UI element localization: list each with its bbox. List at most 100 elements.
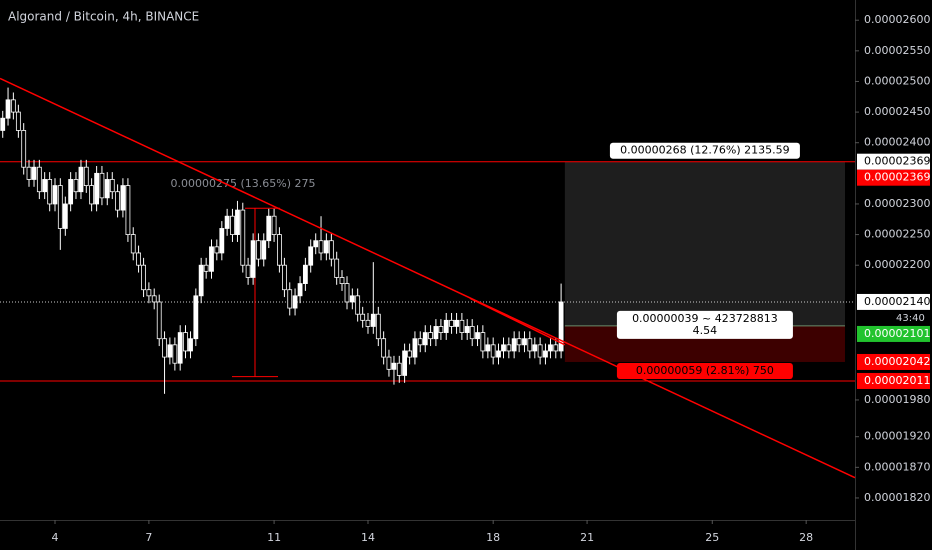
candle-body [475,332,480,340]
y-tick-label: 0.00002200 [864,258,930,271]
candle-body [454,319,459,327]
candle-body [349,295,355,303]
candle-body [136,252,141,266]
candle-body [57,185,63,229]
price-marker [857,153,930,170]
candle-body [266,215,272,242]
x-tick-label: 21 [580,531,594,544]
candle-body [156,301,162,340]
candle-body [42,179,48,193]
candle-body [146,289,152,297]
candle-body [130,234,136,254]
candle-body [360,313,366,321]
candle-body [203,264,209,272]
candle-body [209,246,214,272]
candle-body [339,277,345,284]
candle-body [381,338,387,358]
candle-body [501,344,506,352]
candle-body [365,319,371,327]
candle-body [188,338,193,352]
candle-body [115,191,120,211]
candle-body [537,344,543,358]
candle-body [370,313,376,327]
candle-body [558,301,564,352]
candle-body [511,338,517,352]
candle-body [109,179,115,193]
price-marker-label: 0.00002011 [864,374,930,387]
candle-body [297,283,303,297]
y-tick-label: 0.00002450 [864,105,930,118]
x-tick-label: 4 [51,531,58,544]
candle-body [104,179,110,199]
candle-body [548,344,553,352]
candle-body [532,344,538,352]
candle-body [334,258,340,278]
candle-body [5,99,11,119]
candle-body [235,209,240,235]
candle-body [287,289,293,309]
candle-body [0,117,6,131]
price-marker-label: 0.00002140 [864,295,930,308]
candle-body [375,313,381,340]
candle-body [78,166,84,193]
candle-body [15,111,21,131]
candle-body [271,215,277,235]
candle-body [47,179,53,205]
candle-body [162,338,167,358]
candle-body [83,166,89,186]
stop-label: 0.00000059 (2.81%) 750 [636,364,774,377]
price-marker [857,169,930,186]
y-tick-label: 0.00002550 [864,44,930,57]
candle-body [62,203,68,229]
y-tick-label: 0.00002500 [864,74,930,87]
price-marker [857,293,930,310]
x-tick-label: 28 [799,531,813,544]
candle-body [89,185,95,205]
candle-body [323,240,329,254]
price-marker-label: 0.00002101 [864,327,930,340]
candle-body [52,185,58,205]
candle-body [355,295,361,315]
candle-body [172,344,178,364]
candle-body [308,246,314,266]
candle-body [428,332,433,340]
candle-body [344,283,350,303]
candle-body [99,172,105,199]
candle-body [302,264,308,284]
x-tick-label: 7 [145,531,152,544]
plot: 0.00002600 0.00002550 0.00002500 0.00002450… [0,13,930,544]
chart-title: Algorand / Bitcoin, 4h, BINANCE [8,10,199,24]
price-marker [857,325,930,342]
candle-body [480,332,486,352]
candle-body [10,99,16,113]
countdown-box [857,309,930,326]
candle-body [151,295,157,303]
candle-body [31,166,37,180]
candle-body [141,264,146,291]
candle-body [292,295,298,309]
candle-body [214,246,220,254]
candle-body [469,326,475,340]
target-zone [564,161,845,326]
x-tick-label: 14 [361,531,375,544]
price-marker-label: 0.00002042 [864,355,930,368]
center-label: 4.54 [693,324,718,337]
candle-body [21,130,27,168]
candle-body [443,319,449,333]
y-tick-label: 0.00001870 [864,460,930,473]
candle-body [120,185,126,211]
center-label-box [616,310,793,339]
candle-body [459,319,465,333]
candle-body [94,172,100,205]
candle-body [73,179,79,193]
candle-body [433,326,439,340]
measure-label: 0.00000275 (13.65%) 275 [170,177,315,190]
target-label-box [609,142,800,159]
candle-body [313,240,319,248]
y-tick-label: 0.00002400 [864,136,930,149]
price-marker-label: 0.00002369 [864,155,930,168]
candle-body [277,234,282,266]
y-tick-label: 0.00001920 [864,430,930,443]
candle-body [438,326,444,333]
